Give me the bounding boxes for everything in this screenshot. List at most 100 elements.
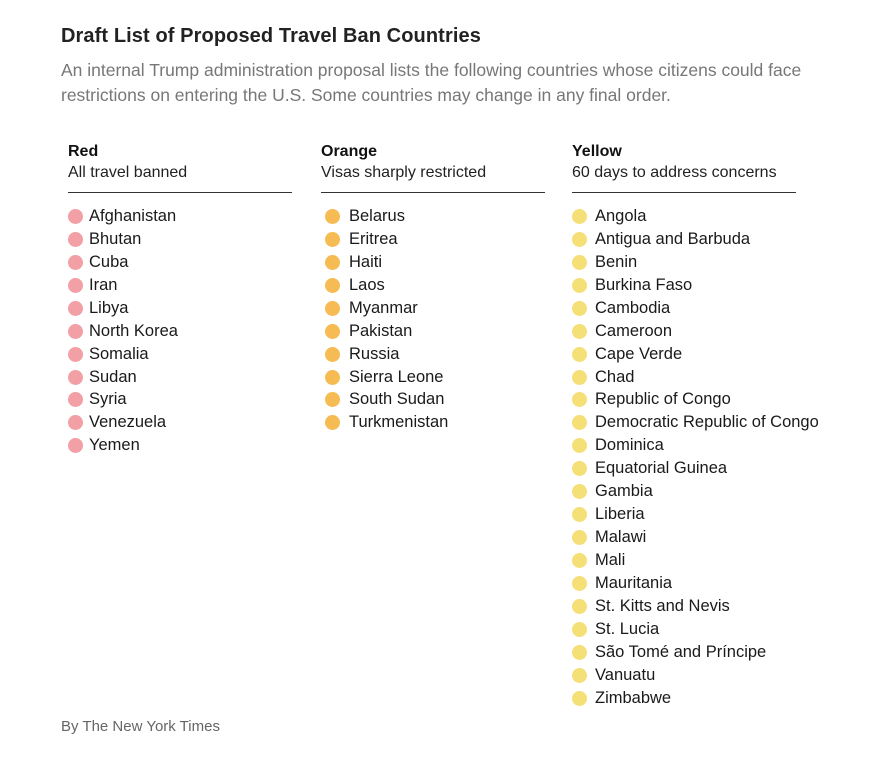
country-name: Antigua and Barbuda	[595, 229, 751, 248]
column-red: Red All travel banned Afghanistan Bhutan C…	[68, 142, 328, 457]
status-dot-icon	[572, 621, 587, 637]
list-item: Myanmar	[321, 297, 581, 320]
status-dot-icon	[68, 300, 83, 316]
country-name: Pakistan	[349, 321, 413, 340]
country-name: Gambia	[595, 482, 653, 501]
list-item: Iran	[68, 274, 328, 297]
country-name: Eritrea	[349, 229, 398, 248]
status-dot-icon	[68, 392, 83, 408]
status-dot-icon	[572, 415, 587, 431]
status-dot-icon	[572, 231, 587, 247]
country-name: Mali	[595, 551, 626, 570]
credit-line: By The New York Times	[61, 718, 220, 735]
country-name: Libya	[89, 298, 129, 317]
list-item: Benin	[572, 251, 832, 274]
country-name: Iran	[89, 275, 118, 294]
country-name: Belarus	[349, 206, 405, 225]
country-name: Cambodia	[595, 298, 671, 317]
country-name: Yemen	[89, 436, 140, 455]
list-item: Malawi	[572, 526, 832, 549]
country-name: Sudan	[89, 367, 137, 386]
country-name: São Tomé and Príncipe	[595, 642, 767, 661]
status-dot-icon	[68, 277, 83, 293]
list-item: St. Kitts and Nevis	[572, 595, 832, 618]
status-dot-icon	[572, 208, 587, 224]
country-name: Sierra Leone	[349, 367, 444, 386]
country-name: Laos	[349, 275, 385, 294]
list-item: Laos	[321, 274, 581, 297]
country-name: Cape Verde	[595, 344, 683, 363]
status-dot-icon	[325, 369, 340, 385]
country-name: Turkmenistan	[349, 413, 449, 432]
list-item: Cape Verde	[572, 343, 832, 366]
country-name: Dominica	[595, 436, 664, 455]
list-item: Belarus	[321, 205, 581, 228]
list-item: Zimbabwe	[572, 687, 832, 710]
country-list: Angola Antigua and Barbuda Benin Burkina Fa…	[572, 205, 832, 710]
list-item: Liberia	[572, 503, 832, 526]
list-item: Democratic Republic of Congo	[572, 411, 832, 434]
list-item: Venezuela	[68, 411, 328, 434]
country-name: Afghanistan	[89, 206, 177, 225]
status-dot-icon	[572, 667, 587, 683]
status-dot-icon	[572, 553, 587, 569]
list-item: Republic of Congo	[572, 389, 832, 412]
country-name: Angola	[595, 206, 647, 225]
country-name: Somalia	[89, 344, 149, 363]
list-item: Libya	[68, 297, 328, 320]
list-item: Bhutan	[68, 228, 328, 251]
country-name: Chad	[595, 367, 635, 386]
column-label: Yellow	[572, 143, 622, 160]
status-dot-icon	[572, 300, 587, 316]
list-item: South Sudan	[321, 389, 581, 412]
status-dot-icon	[68, 231, 83, 247]
list-item: Pakistan	[321, 320, 581, 343]
column-header: Orange Visas sharply restricted	[321, 142, 545, 193]
status-dot-icon	[325, 254, 340, 270]
list-item: Gambia	[572, 480, 832, 503]
country-name: South Sudan	[349, 390, 445, 409]
list-item: Mauritania	[572, 572, 832, 595]
list-item: Sierra Leone	[321, 366, 581, 389]
status-dot-icon	[572, 461, 587, 477]
page-subtitle: An internal Trump administration proposa…	[61, 60, 802, 105]
country-name: Malawi	[595, 528, 647, 547]
status-dot-icon	[68, 208, 83, 224]
country-name: Benin	[595, 252, 638, 271]
country-name: Burkina Faso	[595, 275, 693, 294]
list-item: Antigua and Barbuda	[572, 228, 832, 251]
column-label: Orange	[321, 143, 378, 160]
column-header: Red All travel banned	[68, 142, 292, 193]
country-name: North Korea	[89, 321, 178, 340]
list-item: Syria	[68, 389, 328, 412]
list-item: Russia	[321, 343, 581, 366]
country-name: Mauritania	[595, 573, 673, 592]
country-name: Bhutan	[89, 229, 142, 248]
column-orange: Orange Visas sharply restricted Belarus E…	[321, 142, 581, 434]
list-item: Dominica	[572, 434, 832, 457]
column-header: Yellow 60 days to address concerns	[572, 142, 796, 193]
status-dot-icon	[572, 369, 587, 385]
status-dot-icon	[572, 392, 587, 408]
list-item: Cameroon	[572, 320, 832, 343]
list-item: São Tomé and Príncipe	[572, 641, 832, 664]
country-name: Equatorial Guinea	[595, 459, 728, 478]
country-list: Afghanistan Bhutan Cuba Iran Libya North Kore…	[68, 205, 328, 457]
country-name: Russia	[349, 344, 400, 363]
status-dot-icon	[68, 323, 83, 339]
country-name: St. Kitts and Nevis	[595, 596, 730, 615]
status-dot-icon	[325, 231, 340, 247]
status-dot-icon	[572, 484, 587, 500]
list-item: Afghanistan	[68, 205, 328, 228]
list-item: Burkina Faso	[572, 274, 832, 297]
list-item: Chad	[572, 366, 832, 389]
list-item: Turkmenistan	[321, 411, 581, 434]
list-item: Mali	[572, 549, 832, 572]
status-dot-icon	[68, 346, 83, 362]
list-item: St. Lucia	[572, 618, 832, 641]
list-item: North Korea	[68, 320, 328, 343]
list-item: Sudan	[68, 366, 328, 389]
status-dot-icon	[68, 438, 83, 454]
country-name: Myanmar	[349, 298, 418, 317]
status-dot-icon	[572, 277, 587, 293]
